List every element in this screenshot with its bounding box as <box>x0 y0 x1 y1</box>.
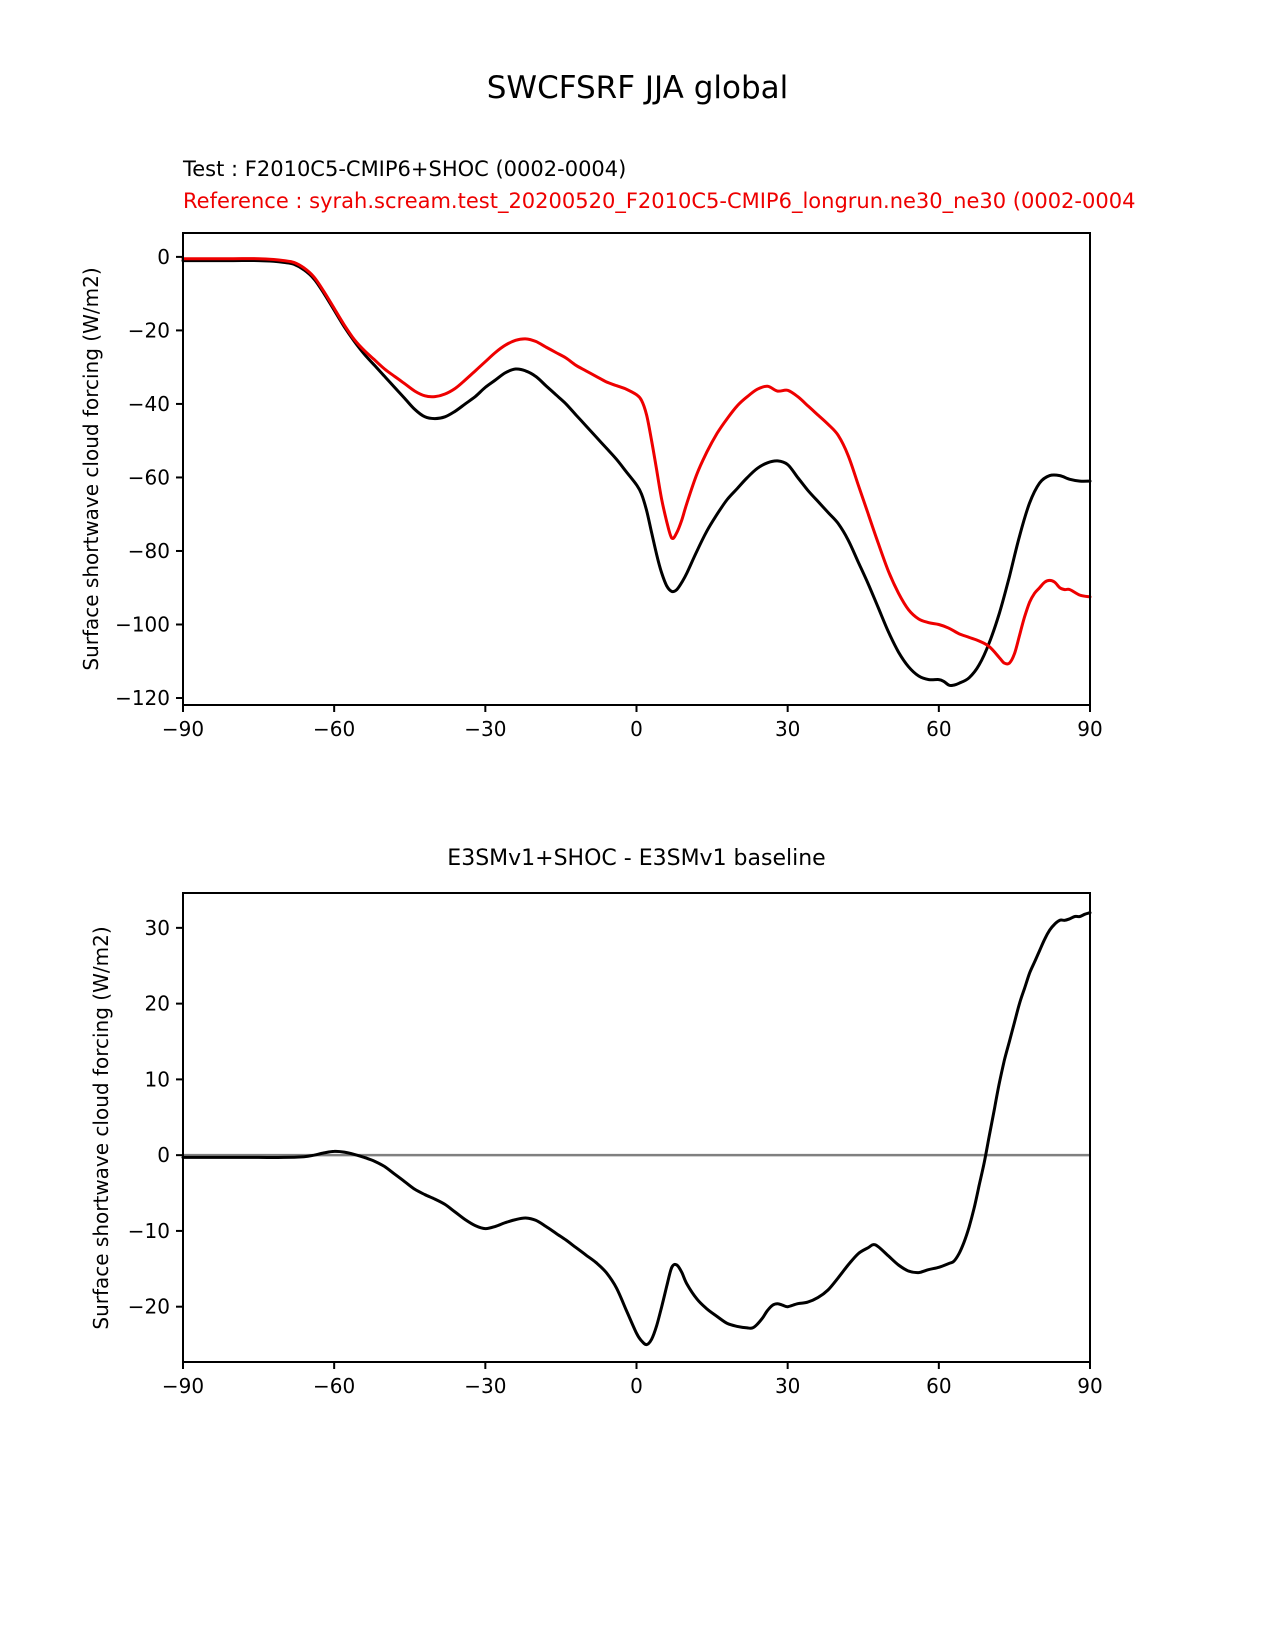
y-tick-label: −100 <box>115 612 170 636</box>
axes-box <box>182 232 1091 706</box>
y-tick-label: −80 <box>128 539 170 563</box>
x-tick-label: 30 <box>775 1374 800 1398</box>
y-tick-label: 30 <box>145 916 170 940</box>
y-tick-label: 0 <box>157 245 170 269</box>
x-tick-label: −60 <box>313 1374 355 1398</box>
chart-1: −90 −60 −30 0 30 60 90 30 20 10 0 −10 −20 <box>128 892 1103 1398</box>
x-tick-label: −90 <box>162 717 204 741</box>
x-tick-label: 90 <box>1077 1374 1102 1398</box>
y-tick-label: 20 <box>145 992 170 1016</box>
y-tick-label: 10 <box>145 1067 170 1091</box>
y-tick-label: 0 <box>157 1143 170 1167</box>
y-tick-label: −40 <box>128 392 170 416</box>
x-tick-label: 30 <box>775 717 800 741</box>
reference-series-label-wrap: Reference : syrah.scream.test_20200520_F… <box>183 189 1275 213</box>
x-tick-label: −90 <box>162 1374 204 1398</box>
series-line-1 <box>181 257 1092 666</box>
axes-box <box>182 892 1091 1363</box>
y-tick-label: −20 <box>128 1295 170 1319</box>
figure-title: SWCFSRF JJA global <box>486 70 789 106</box>
x-tick-label: −60 <box>313 717 355 741</box>
series-line-0 <box>181 911 1092 1347</box>
y-tick-label: −10 <box>128 1219 170 1243</box>
x-tick-label: 0 <box>630 1374 643 1398</box>
x-tick-label: 90 <box>1077 717 1102 741</box>
series-line-0 <box>181 259 1092 688</box>
y-tick-label: −60 <box>128 465 170 489</box>
y-tick-label: −20 <box>128 318 170 342</box>
y-tick-label: −120 <box>115 686 170 710</box>
x-tick-label: 60 <box>926 1374 951 1398</box>
test-series-label: Test : F2010C5-CMIP6+SHOC (0002-0004) <box>183 157 627 181</box>
x-tick-label: −30 <box>464 717 506 741</box>
bottom-chart-title: E3SMv1+SHOC - E3SMv1 baseline <box>447 846 826 871</box>
reference-series-label: Reference : syrah.scream.test_20200520_F… <box>183 189 1136 213</box>
x-tick-label: 60 <box>926 717 951 741</box>
x-tick-label: 0 <box>630 717 643 741</box>
x-tick-label: −30 <box>464 1374 506 1398</box>
chart-0: −90 −60 −30 0 30 60 90 0 −20 −40 −60 −80 −100 −120 <box>115 232 1103 741</box>
